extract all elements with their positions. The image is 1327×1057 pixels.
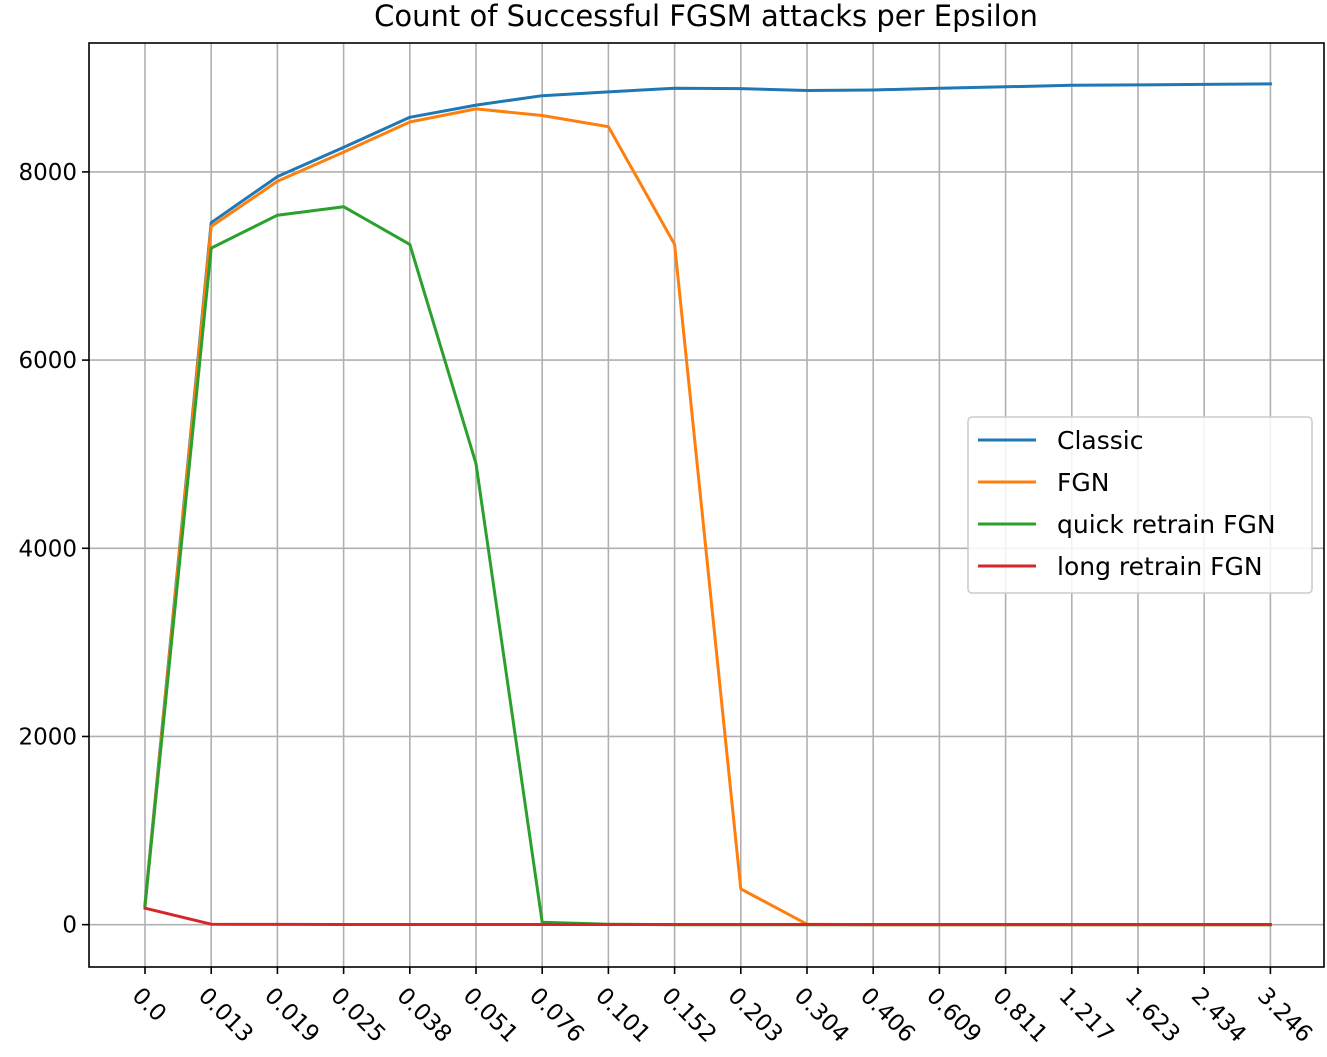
series-line-1 [143, 82, 1272, 906]
y-tick-label: 6000 [18, 348, 77, 374]
y-tick-label: 4000 [18, 536, 77, 562]
plot-frame [88, 42, 1325, 968]
legend-label: FGN [1057, 468, 1109, 497]
series-lines [143, 82, 1272, 927]
legend-box [967, 416, 1313, 594]
axis-ticks [82, 171, 1272, 974]
y-tick-label: 2000 [18, 724, 77, 750]
y-tick-label: 0 [62, 913, 77, 939]
legend: Classic FGN quick retrain FGN long retrain … [967, 416, 1313, 594]
chart-title: Count of Successful FGSM attacks per Eps… [374, 0, 1038, 33]
y-axis-tick-labels: 0 2000 4000 6000 8000 [18, 160, 77, 939]
y-tick-label: 8000 [18, 160, 77, 186]
legend-label: quick retrain FGN [1057, 510, 1276, 539]
series-line-4 [143, 906, 1272, 926]
legend-label: Classic [1057, 426, 1143, 455]
legend-label: long retrain FGN [1057, 552, 1263, 581]
